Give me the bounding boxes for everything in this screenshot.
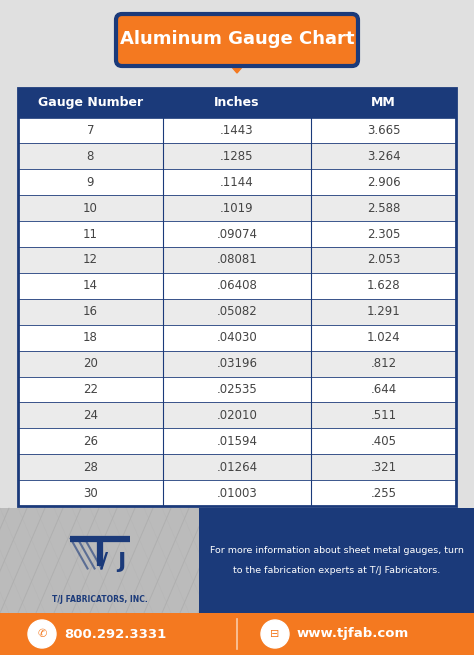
- Circle shape: [261, 620, 289, 648]
- Text: 3.264: 3.264: [367, 150, 401, 163]
- Text: .03196: .03196: [217, 357, 257, 370]
- Text: to the fabrication experts at T/J Fabricators.: to the fabrication experts at T/J Fabric…: [233, 566, 440, 575]
- Text: .01003: .01003: [217, 487, 257, 500]
- Text: 7: 7: [87, 124, 94, 137]
- Text: .405: .405: [371, 435, 397, 448]
- Text: .1443: .1443: [220, 124, 254, 137]
- Text: 2.906: 2.906: [367, 176, 401, 189]
- Text: .01594: .01594: [217, 435, 257, 448]
- Text: .1144: .1144: [220, 176, 254, 189]
- Text: .05082: .05082: [217, 305, 257, 318]
- Text: 20: 20: [83, 357, 98, 370]
- Bar: [18, 247, 456, 273]
- Bar: [18, 428, 456, 454]
- Text: Inches: Inches: [214, 96, 260, 109]
- Text: .644: .644: [371, 383, 397, 396]
- Text: 26: 26: [83, 435, 98, 448]
- Text: 14: 14: [83, 279, 98, 292]
- Text: J: J: [118, 552, 126, 572]
- Text: 1.291: 1.291: [367, 305, 401, 318]
- Bar: [18, 88, 456, 506]
- Bar: [18, 325, 456, 350]
- Text: 8: 8: [87, 150, 94, 163]
- Text: .255: .255: [371, 487, 397, 500]
- Text: 24: 24: [83, 409, 98, 422]
- Text: .08081: .08081: [217, 253, 257, 267]
- Text: 2.588: 2.588: [367, 202, 401, 215]
- Bar: [18, 454, 456, 480]
- Bar: [18, 169, 456, 195]
- Text: .02535: .02535: [217, 383, 257, 396]
- Text: ⊟: ⊟: [270, 629, 280, 639]
- Text: .02010: .02010: [217, 409, 257, 422]
- Text: 30: 30: [83, 487, 98, 500]
- Text: 1.024: 1.024: [367, 331, 401, 344]
- Bar: [18, 350, 456, 377]
- Text: 18: 18: [83, 331, 98, 344]
- Bar: [18, 273, 456, 299]
- Text: .09074: .09074: [217, 227, 257, 240]
- Text: 800.292.3331: 800.292.3331: [64, 627, 166, 641]
- Text: .1285: .1285: [220, 150, 254, 163]
- Text: 10: 10: [83, 202, 98, 215]
- Bar: [18, 299, 456, 325]
- Text: For more information about sheet metal gauges, turn: For more information about sheet metal g…: [210, 546, 464, 555]
- Circle shape: [28, 620, 56, 648]
- Text: 28: 28: [83, 460, 98, 474]
- Polygon shape: [225, 59, 249, 73]
- Text: 1.628: 1.628: [367, 279, 401, 292]
- Text: 16: 16: [83, 305, 98, 318]
- Bar: [18, 143, 456, 169]
- Text: .01264: .01264: [217, 460, 257, 474]
- Text: .812: .812: [371, 357, 397, 370]
- Bar: [18, 377, 456, 402]
- Text: 9: 9: [87, 176, 94, 189]
- Bar: [18, 221, 456, 247]
- Bar: [199, 508, 474, 613]
- Text: .06408: .06408: [217, 279, 257, 292]
- Text: 2.305: 2.305: [367, 227, 401, 240]
- Text: 2.053: 2.053: [367, 253, 401, 267]
- Bar: [0, 613, 474, 655]
- Bar: [18, 195, 456, 221]
- Text: 12: 12: [83, 253, 98, 267]
- Bar: [18, 402, 456, 428]
- Text: /: /: [100, 552, 109, 572]
- Text: Aluminum Gauge Chart: Aluminum Gauge Chart: [120, 30, 354, 48]
- Text: Gauge Number: Gauge Number: [38, 96, 143, 109]
- Text: 11: 11: [83, 227, 98, 240]
- Text: .511: .511: [371, 409, 397, 422]
- Text: www.tjfab.com: www.tjfab.com: [297, 627, 409, 641]
- Text: 3.665: 3.665: [367, 124, 401, 137]
- Text: MM: MM: [371, 96, 396, 109]
- Bar: [0, 508, 199, 613]
- Bar: [18, 88, 456, 117]
- Bar: [18, 480, 456, 506]
- Bar: [18, 117, 456, 143]
- Text: .321: .321: [371, 460, 397, 474]
- Text: .1019: .1019: [220, 202, 254, 215]
- FancyBboxPatch shape: [116, 14, 358, 66]
- Text: .04030: .04030: [217, 331, 257, 344]
- Text: 22: 22: [83, 383, 98, 396]
- Text: ✆: ✆: [37, 629, 46, 639]
- Text: T/J FABRICATORS, INC.: T/J FABRICATORS, INC.: [52, 595, 147, 603]
